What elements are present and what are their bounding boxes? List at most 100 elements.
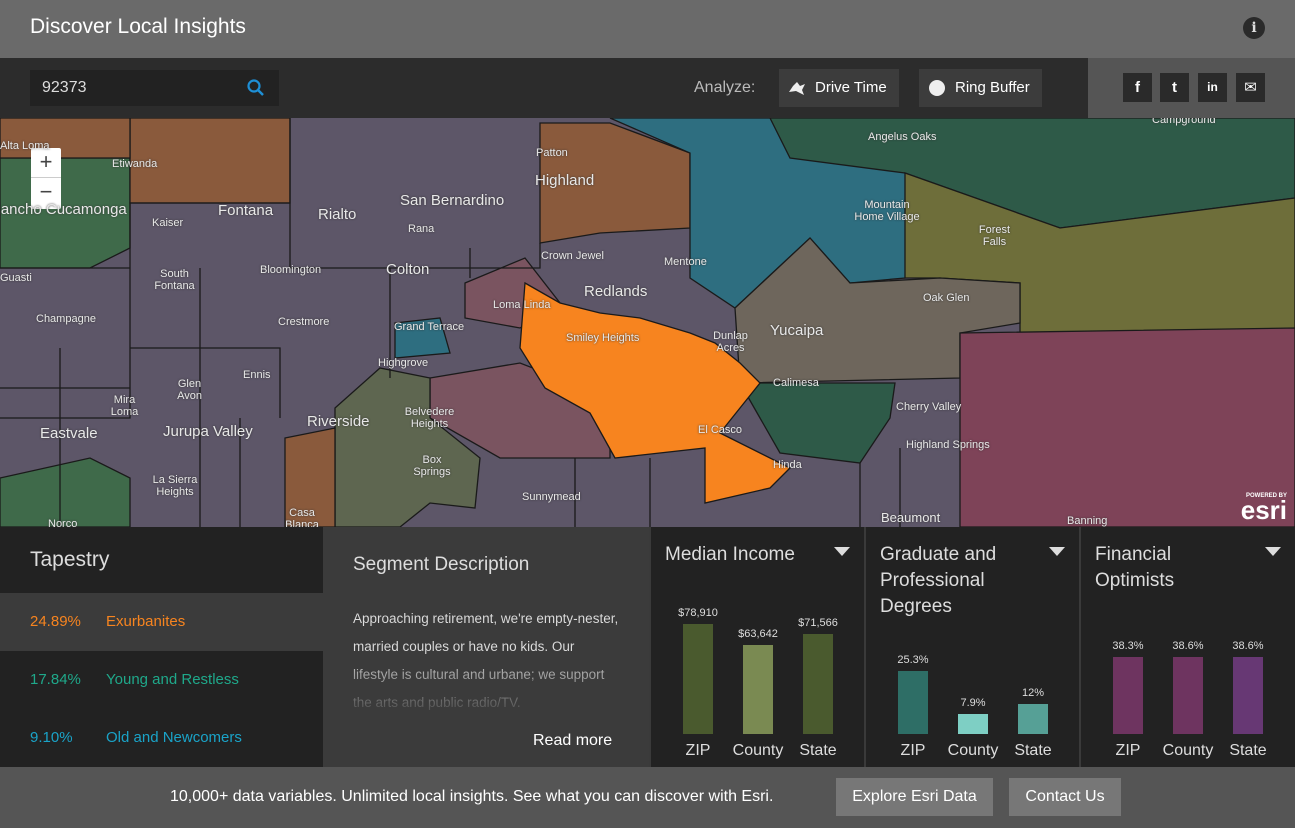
map-label: Hinda	[773, 459, 802, 471]
drive-time-button[interactable]: Drive Time	[779, 69, 899, 107]
map-label: Highland	[535, 172, 595, 189]
region	[394, 317, 451, 359]
tapestry-row[interactable]: 17.84% Young and Restless	[0, 651, 323, 709]
financial-optimists-chart: Financial Optimists 38.3% ZIP 38.6% County 38…	[1079, 527, 1295, 767]
bar	[1113, 657, 1143, 734]
bar	[683, 624, 713, 734]
region	[0, 118, 131, 159]
zoom-out-button[interactable]: −	[39, 179, 53, 204]
facebook-icon[interactable]: f	[1123, 73, 1152, 102]
map-label: Angelus Oaks	[868, 131, 937, 143]
category-label: State	[1229, 742, 1267, 759]
bar-value-label: $78,910	[678, 607, 718, 619]
tapestry-row[interactable]: 9.10% Old and Newcomers	[0, 709, 323, 767]
map-label: Mountain Home Village	[854, 199, 920, 223]
search-icon[interactable]	[246, 78, 266, 98]
map-label: Campground	[1152, 118, 1216, 126]
footer: 10,000+ data variables. Unlimited local …	[0, 767, 1295, 828]
read-more-link[interactable]: Read more	[533, 732, 613, 749]
category-label: State	[799, 742, 837, 759]
toolbar: Analyze: Drive Time Ring Buffer	[0, 58, 1088, 118]
chevron-down-icon[interactable]	[1265, 547, 1281, 556]
chart-title: Financial Optimists	[1095, 544, 1175, 591]
map-label: Rialto	[318, 206, 357, 223]
segment-percent: 17.84%	[30, 671, 81, 688]
map-label: El Casco	[698, 424, 743, 436]
email-icon[interactable]: ✉	[1236, 73, 1265, 102]
map-label: Rana	[408, 223, 435, 235]
map-label: Sunnymead	[522, 491, 581, 503]
esri-brand: esri	[1240, 495, 1287, 525]
map-label: Fontana	[218, 202, 274, 219]
zoom-control: + −	[31, 148, 61, 209]
chart-title: Median Income	[665, 544, 795, 565]
segment-percent: 9.10%	[30, 729, 73, 746]
search-input[interactable]	[30, 70, 279, 106]
bar	[1173, 657, 1203, 734]
map-label: Eastvale	[40, 425, 98, 442]
map-label: South Fontana	[154, 268, 195, 292]
segment-name: Old and Newcomers	[106, 729, 242, 746]
header: Discover Local Insights i	[0, 0, 1295, 58]
bar	[803, 634, 833, 734]
bar	[1018, 704, 1048, 734]
map-label: Ennis	[243, 369, 271, 381]
segment-name: Exurbanites	[106, 613, 186, 630]
chevron-down-icon[interactable]	[1049, 547, 1065, 556]
map-label: Rancho Cucamonga	[0, 201, 127, 218]
map-label: Redlands	[584, 283, 648, 300]
map-label: Champagne	[36, 313, 96, 325]
bar	[1233, 657, 1263, 734]
map-label: Highland Springs	[906, 439, 990, 451]
ring-buffer-button[interactable]: Ring Buffer	[919, 69, 1042, 107]
explore-esri-data-button[interactable]: Explore Esri Data	[836, 778, 993, 816]
map-label: Belvedere Heights	[404, 406, 455, 430]
tapestry-panel: Tapestry 24.89% Exurbanites 17.84% Young…	[0, 527, 323, 767]
linkedin-icon[interactable]: in	[1198, 73, 1227, 102]
map-label: Guasti	[0, 272, 32, 284]
map-label: San Bernardino	[400, 192, 505, 209]
region	[734, 237, 1021, 384]
region	[0, 457, 131, 527]
graduate-degrees-chart: Graduate and Professional Degrees 25.3% ZI…	[864, 527, 1079, 767]
map-label: La Sierra Heights	[152, 474, 198, 498]
footer-text: 10,000+ data variables. Unlimited local …	[170, 788, 774, 805]
zoom-in-button[interactable]: +	[31, 148, 61, 178]
category-label: ZIP	[685, 742, 711, 759]
contact-us-button[interactable]: Contact Us	[1009, 778, 1121, 816]
map-label: Cherry Valley	[896, 401, 962, 413]
map-label: Grand Terrace	[394, 321, 465, 333]
chevron-down-icon[interactable]	[834, 547, 850, 556]
map-label: Riverside	[307, 413, 370, 430]
twitter-icon[interactable]: t	[1160, 73, 1189, 102]
bar-value-label: 38.6%	[1232, 640, 1264, 652]
bar	[743, 645, 773, 734]
map-label: Bloomington	[260, 264, 322, 276]
map-label: Oak Glen	[923, 292, 970, 304]
map-regions	[0, 118, 1295, 527]
info-icon[interactable]: i	[1243, 17, 1265, 39]
bar-value-label: 12%	[1021, 687, 1045, 699]
map[interactable]: + − Alta Loma Etiwanda Rancho Cucamonga …	[0, 118, 1295, 527]
ring-buffer-label: Ring Buffer	[955, 79, 1030, 96]
ring-icon	[929, 80, 945, 96]
category-label: ZIP	[900, 742, 926, 759]
map-label: Loma Linda	[493, 299, 551, 311]
region	[738, 382, 896, 464]
map-label: Jurupa Valley	[163, 423, 253, 440]
analyze-label: Analyze:	[694, 79, 756, 96]
map-label: Glen Avon	[177, 378, 202, 402]
map-label: Dunlap Acres	[713, 330, 748, 354]
tapestry-title: Tapestry	[30, 548, 110, 571]
esri-logo: POWERED BY esri	[1240, 493, 1287, 525]
drive-time-label: Drive Time	[815, 79, 887, 96]
bar-value-label: 38.3%	[1112, 640, 1144, 652]
median-income-chart: Median Income $78,910 ZIP $63,642 County $71,…	[649, 527, 864, 767]
region	[284, 427, 336, 527]
map-label: Forest Falls	[978, 224, 1011, 248]
region	[959, 327, 1295, 527]
map-label: Box Springs	[413, 454, 451, 478]
category-label: State	[1014, 742, 1052, 759]
tapestry-row[interactable]: 24.89% Exurbanites	[0, 593, 323, 651]
segment-name: Young and Restless	[106, 671, 239, 688]
